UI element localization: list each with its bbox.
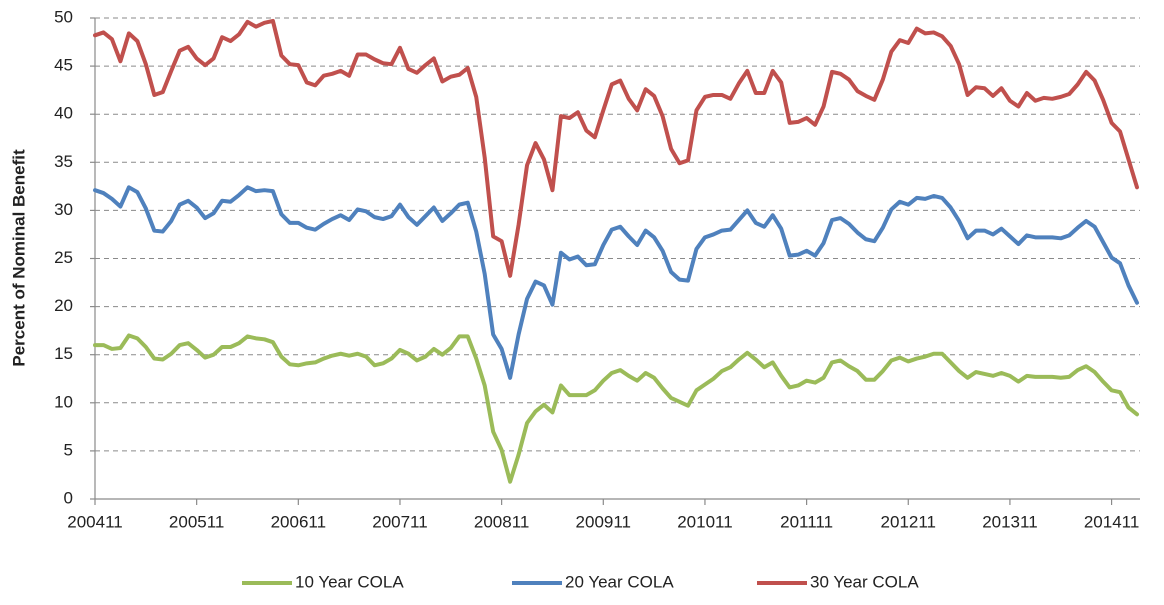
y-tick-label: 20 — [54, 296, 73, 315]
legend-label: 10 Year COLA — [295, 572, 404, 591]
y-tick-label: 35 — [54, 152, 73, 171]
y-tick-label: 5 — [64, 440, 73, 459]
x-tick-label: 201111 — [780, 512, 833, 531]
legend-label: 30 Year COLA — [810, 572, 919, 591]
x-tick-label: 200811 — [474, 512, 529, 531]
y-tick-label: 0 — [64, 488, 73, 507]
x-tick-label: 201411 — [1084, 512, 1139, 531]
y-tick-label: 45 — [54, 56, 73, 75]
series-line — [93, 333, 1139, 484]
x-tick-label: 200611 — [271, 512, 326, 531]
x-tick-label: 201011 — [677, 512, 732, 531]
y-tick-label: 25 — [54, 248, 73, 267]
y-tick-label: 40 — [54, 104, 73, 123]
series-line — [93, 185, 1139, 380]
x-tick-label: 200911 — [576, 512, 631, 531]
series-line — [93, 18, 1139, 278]
x-tick-label: 201311 — [982, 512, 1037, 531]
x-tick-label: 200511 — [169, 512, 224, 531]
y-axis-title: Percent of Nominal Benefit — [9, 149, 28, 367]
y-tick-label: 30 — [54, 200, 73, 219]
y-tick-label: 50 — [54, 7, 73, 26]
y-tick-label: 10 — [54, 392, 73, 411]
x-tick-label: 200711 — [372, 512, 427, 531]
x-tick-label: 200411 — [67, 512, 122, 531]
x-tick-label: 201211 — [881, 512, 936, 531]
legend-label: 20 Year COLA — [565, 572, 674, 591]
y-tick-label: 15 — [54, 344, 73, 363]
